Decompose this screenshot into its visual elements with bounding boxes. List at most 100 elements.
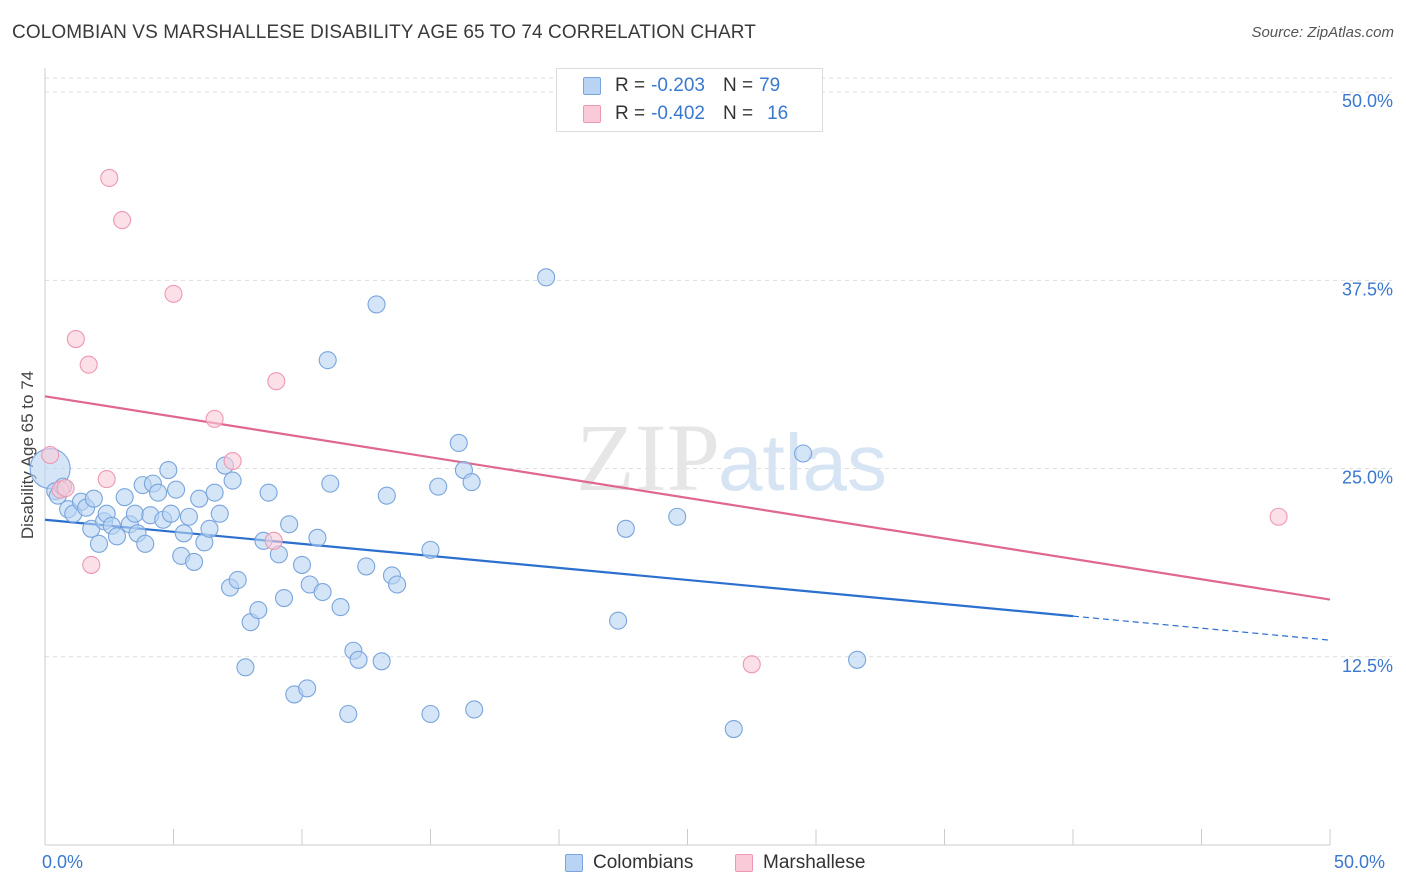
chart-title: COLOMBIAN VS MARSHALLESE DISABILITY AGE … — [12, 22, 756, 43]
marshallese-point — [79, 355, 98, 374]
colombians-point — [449, 433, 468, 453]
source-note: Source: ZipAtlas.com — [1251, 24, 1394, 41]
marshallese-point — [267, 372, 286, 391]
series-legend-colombians[interactable]: Colombians — [565, 852, 693, 874]
colombians-point — [794, 444, 813, 463]
y-tick-label: 50.0% — [1342, 91, 1393, 111]
marshallese-point — [97, 470, 116, 489]
marshallese-swatch — [583, 105, 601, 123]
marshallese-legend-swatch — [735, 854, 753, 872]
legend-row-colombians: R = -0.203 N = 79 — [583, 75, 780, 97]
colombians-point — [174, 524, 193, 543]
colombians-point — [200, 519, 219, 538]
colombians-point — [179, 507, 198, 526]
marshallese-r-label: R = — [615, 103, 646, 124]
colombians-trend-extension — [1072, 615, 1331, 641]
colombians-r-value: -0.203 — [651, 75, 705, 96]
colombians-point — [236, 658, 255, 677]
marshallese-r-value: -0.402 — [651, 103, 705, 124]
colombians-trend-line — [44, 518, 1074, 618]
series-legend: Colombians Marshallese — [0, 852, 1406, 876]
x-tick-max: 50.0% — [1334, 852, 1386, 872]
x-tick-min: 0.0% — [42, 852, 84, 872]
colombians-point — [228, 570, 247, 590]
y-tick-labels: 12.5% 25.0% 37.5% 50.0% — [1342, 91, 1393, 676]
y-tick-label: 12.5% — [1342, 656, 1393, 676]
marshallese-n-value: 16 — [767, 103, 789, 124]
marshallese-point — [205, 409, 224, 428]
colombians-point — [331, 598, 350, 617]
colombians-point — [84, 489, 103, 508]
colombians-point — [668, 507, 687, 526]
marshallese-legend-label: Marshallese — [763, 852, 866, 873]
marshallese-n-label: N = — [722, 103, 754, 124]
colombians-point — [462, 473, 481, 492]
colombians-point — [465, 700, 484, 719]
colombians-point — [609, 611, 628, 630]
colombians-r-label: R = — [615, 75, 646, 96]
colombians-point — [372, 652, 391, 671]
colombians-point — [367, 295, 386, 314]
colombians-point — [223, 471, 242, 490]
marshallese-point — [1269, 507, 1288, 526]
colombians-swatch — [583, 77, 601, 95]
colombians-point — [421, 540, 440, 559]
colombians-point — [280, 515, 299, 534]
colombians-point — [339, 704, 358, 724]
grid-lines — [45, 77, 1392, 658]
y-tick-label: 37.5% — [1342, 279, 1393, 299]
colombians-point — [298, 679, 317, 698]
colombians-point — [724, 720, 743, 739]
colombians-point — [292, 555, 312, 574]
marshallese-point — [742, 655, 761, 674]
colombians-n-label: N = — [722, 75, 754, 96]
colombians-point — [210, 504, 229, 523]
colombians-point — [259, 483, 278, 502]
colombians-point — [274, 589, 294, 608]
colombians-point — [136, 534, 155, 553]
marshallese-point — [41, 445, 60, 465]
colombians-point — [115, 488, 134, 507]
marshallese-point — [264, 531, 283, 550]
colombians-point — [357, 557, 376, 576]
colombians-point — [159, 461, 178, 480]
colombians-point — [848, 650, 867, 669]
watermark-zip: ZIP — [576, 404, 720, 511]
colombians-point — [190, 489, 209, 508]
correlation-legend: R = -0.203 N = 79 R = -0.402 N = 16 — [556, 68, 823, 132]
colombians-legend-label: Colombians — [593, 852, 694, 873]
marshallese-point — [223, 451, 242, 471]
marshallese-point — [56, 479, 75, 498]
trend-lines — [44, 395, 1331, 641]
legend-row-marshallese: R = -0.402 N = 16 — [583, 103, 788, 125]
y-tick-label: 25.0% — [1342, 468, 1393, 488]
marshallese-points — [41, 168, 1288, 674]
series-legend-marshallese[interactable]: Marshallese — [735, 852, 865, 874]
marshallese-point — [113, 211, 132, 230]
colombians-point — [205, 483, 224, 502]
colombians-point — [125, 504, 144, 523]
colombians-legend-swatch — [565, 854, 583, 872]
colombians-point — [249, 601, 268, 620]
marshallese-point — [82, 555, 101, 574]
colombians-points — [29, 268, 867, 739]
marshallese-point — [66, 330, 85, 349]
colombians-point — [149, 483, 168, 502]
marshallese-point — [100, 168, 119, 187]
colombians-n-value: 79 — [759, 75, 781, 96]
colombians-point — [185, 552, 204, 571]
marshallese-point — [164, 284, 183, 303]
colombians-point — [318, 351, 337, 370]
colombians-point — [321, 474, 340, 493]
colombians-point — [616, 519, 635, 538]
colombians-point — [377, 486, 396, 505]
colombians-point — [308, 528, 327, 547]
colombians-point — [313, 582, 332, 602]
colombians-point — [161, 504, 180, 523]
colombians-point — [421, 704, 440, 724]
colombians-point — [107, 527, 127, 546]
colombians-point — [89, 534, 109, 553]
colombians-point — [537, 268, 556, 287]
colombians-point — [167, 480, 186, 499]
